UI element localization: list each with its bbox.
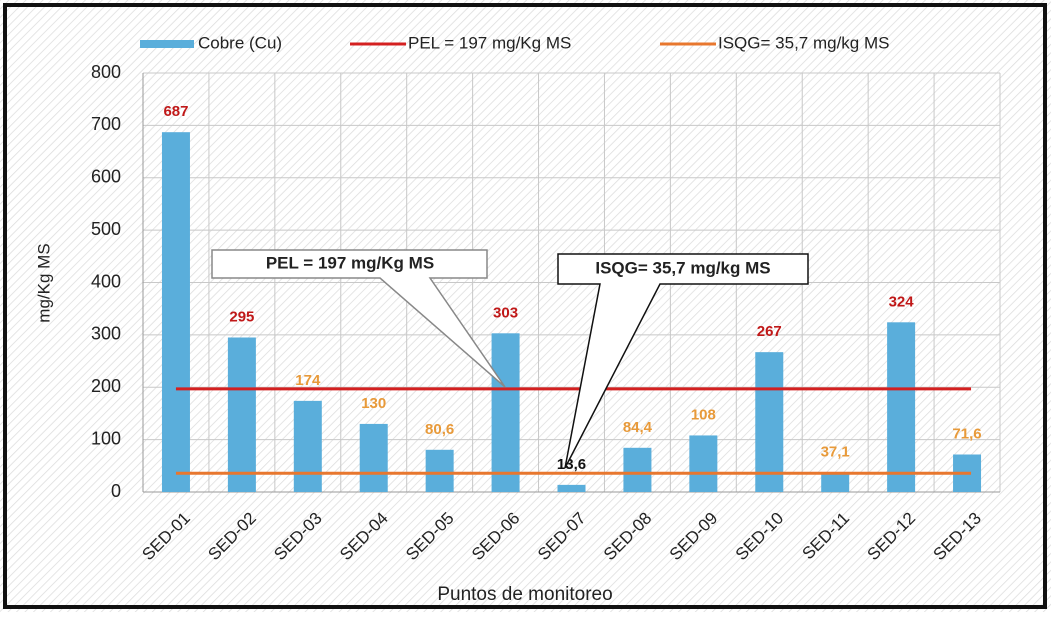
- y-tick-label: 600: [91, 167, 121, 187]
- bar: [821, 472, 850, 492]
- callout-box: [211, 249, 506, 388]
- y-tick-label: 800: [91, 62, 121, 82]
- value-label: 324: [889, 293, 915, 310]
- annotation: PEL = 197 mg/Kg MS: [266, 253, 434, 272]
- value-label: 174: [295, 372, 321, 389]
- y-tick-label: 700: [91, 114, 121, 134]
- value-label: 295: [229, 308, 254, 325]
- y-tick-label: 100: [91, 428, 121, 448]
- bar: [491, 333, 520, 492]
- bar: [887, 322, 916, 492]
- value-label: 71,6: [952, 425, 981, 442]
- callout-box: [557, 253, 809, 469]
- bar: [161, 132, 190, 492]
- x-axis-label: Puntos de monitoreo: [437, 584, 612, 605]
- bar: [689, 435, 718, 492]
- legend-label: ISQG= 35,7 mg/kg MS: [718, 33, 890, 52]
- bar: [755, 352, 784, 492]
- value-label: 13,6: [557, 456, 586, 473]
- bar: [557, 484, 586, 492]
- value-label: 303: [493, 304, 518, 321]
- bar: [227, 337, 256, 492]
- value-label: 108: [691, 406, 716, 423]
- y-tick-label: 300: [91, 324, 121, 344]
- value-label: 687: [163, 103, 188, 120]
- y-tick-label: 0: [111, 481, 121, 501]
- value-label: 80,6: [425, 421, 454, 438]
- value-label: 130: [361, 395, 386, 412]
- y-axis-label: mg/Kg MS: [34, 243, 53, 322]
- legend-label: Cobre (Cu): [198, 33, 282, 52]
- y-tick-label: 500: [91, 219, 121, 239]
- bar: [623, 447, 652, 492]
- y-tick-label: 400: [91, 271, 121, 291]
- legend-swatch: [140, 40, 194, 48]
- y-tick-label: 200: [91, 376, 121, 396]
- value-label: 37,1: [821, 444, 850, 461]
- annotation: ISQG= 35,7 mg/kg MS: [595, 258, 770, 277]
- bar: [425, 449, 454, 492]
- bar: [359, 423, 388, 492]
- value-label: 267: [757, 323, 782, 340]
- bar: [293, 400, 322, 492]
- frame: [3, 3, 1047, 609]
- value-label: 84,4: [623, 419, 653, 436]
- legend-label: PEL = 197 mg/Kg MS: [408, 33, 571, 52]
